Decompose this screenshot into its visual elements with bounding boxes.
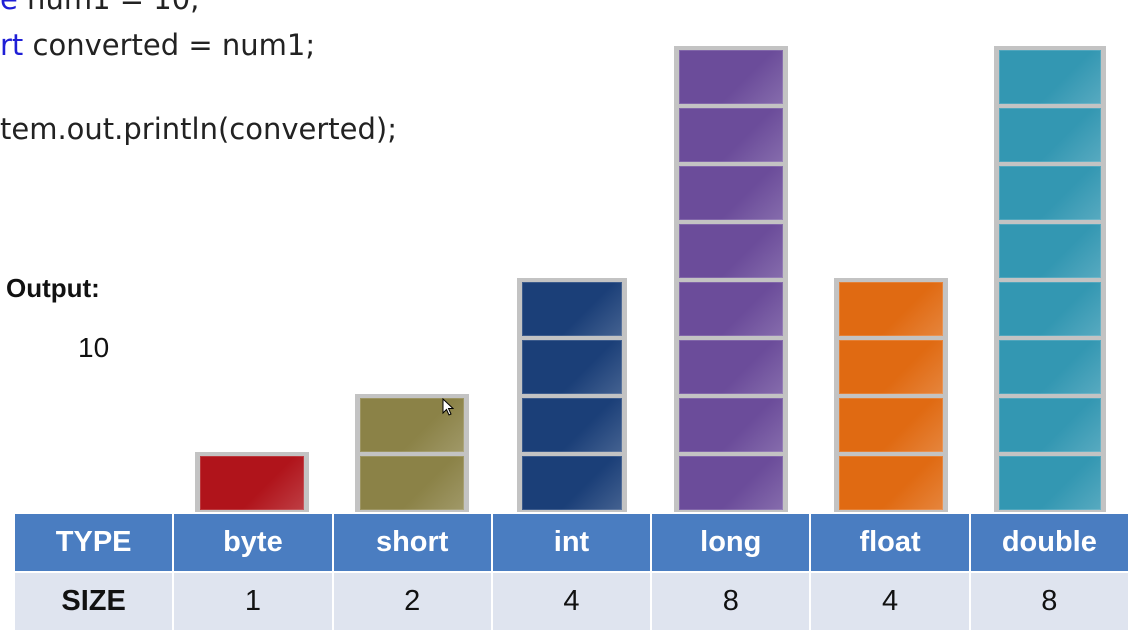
- size-row: SIZE 1 2 4 8 4 8: [12, 571, 1131, 632]
- memory-block: [999, 50, 1101, 104]
- memory-block: [999, 108, 1101, 162]
- size-header-cell: SIZE: [12, 571, 175, 632]
- mouse-pointer-icon: [442, 398, 454, 416]
- memory-block: [839, 340, 943, 394]
- memory-block: [839, 398, 943, 452]
- code-line-num1-rest: num1 = 10;: [18, 0, 200, 16]
- type-cell-int: int: [490, 512, 653, 573]
- size-cell-byte: 1: [172, 571, 334, 632]
- type-cell-float: float: [809, 512, 971, 573]
- stack-float: [834, 278, 948, 512]
- size-cell-double: 8: [968, 571, 1131, 632]
- type-row: TYPE byte short int long float double: [12, 512, 1131, 573]
- size-cell-float: 4: [809, 571, 971, 632]
- code-keyword-short: rt: [0, 28, 24, 62]
- memory-block: [522, 398, 622, 452]
- size-cell-long: 8: [650, 571, 812, 632]
- memory-block: [679, 166, 783, 220]
- stack-byte: [195, 452, 309, 512]
- output-label: Output:: [6, 273, 100, 303]
- type-cell-byte: byte: [172, 512, 334, 573]
- size-cell-short: 2: [331, 571, 493, 632]
- memory-block: [999, 340, 1101, 394]
- type-cell-long: long: [650, 512, 812, 573]
- memory-block: [679, 282, 783, 336]
- memory-block: [679, 398, 783, 452]
- code-line-println: tem.out.println(converted);: [0, 112, 397, 146]
- stack-long: [674, 46, 788, 512]
- memory-block: [679, 108, 783, 162]
- memory-block: [679, 456, 783, 510]
- memory-block: [999, 224, 1101, 278]
- memory-block: [200, 456, 304, 510]
- output-value: 10: [78, 332, 110, 363]
- memory-block: [839, 456, 943, 510]
- memory-block: [999, 398, 1101, 452]
- memory-block: [839, 282, 943, 336]
- type-size-table: TYPE byte short int long float double SI…: [12, 512, 1131, 632]
- code-line-short-decl: rt converted = num1;: [0, 28, 315, 62]
- type-cell-double: double: [968, 512, 1131, 573]
- memory-block: [360, 398, 464, 452]
- memory-block: [679, 50, 783, 104]
- memory-block: [999, 166, 1101, 220]
- stack-double: [994, 46, 1106, 512]
- memory-block: [999, 282, 1101, 336]
- type-cell-short: short: [331, 512, 493, 573]
- code-keyword: e: [0, 0, 18, 16]
- stack-int: [517, 278, 627, 512]
- memory-block: [522, 340, 622, 394]
- memory-block: [522, 456, 622, 510]
- memory-block: [522, 282, 622, 336]
- type-header-cell: TYPE: [12, 512, 175, 573]
- size-cell-int: 4: [490, 571, 653, 632]
- memory-block: [999, 456, 1101, 510]
- memory-block: [360, 456, 464, 510]
- code-line-num1: e num1 = 10;: [0, 0, 200, 16]
- memory-block: [679, 224, 783, 278]
- memory-block: [679, 340, 783, 394]
- code-line-decl-rest: converted = num1;: [23, 28, 316, 62]
